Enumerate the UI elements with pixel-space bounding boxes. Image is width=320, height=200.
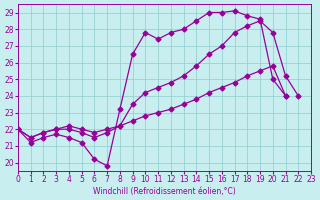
X-axis label: Windchill (Refroidissement éolien,°C): Windchill (Refroidissement éolien,°C) [93,187,236,196]
